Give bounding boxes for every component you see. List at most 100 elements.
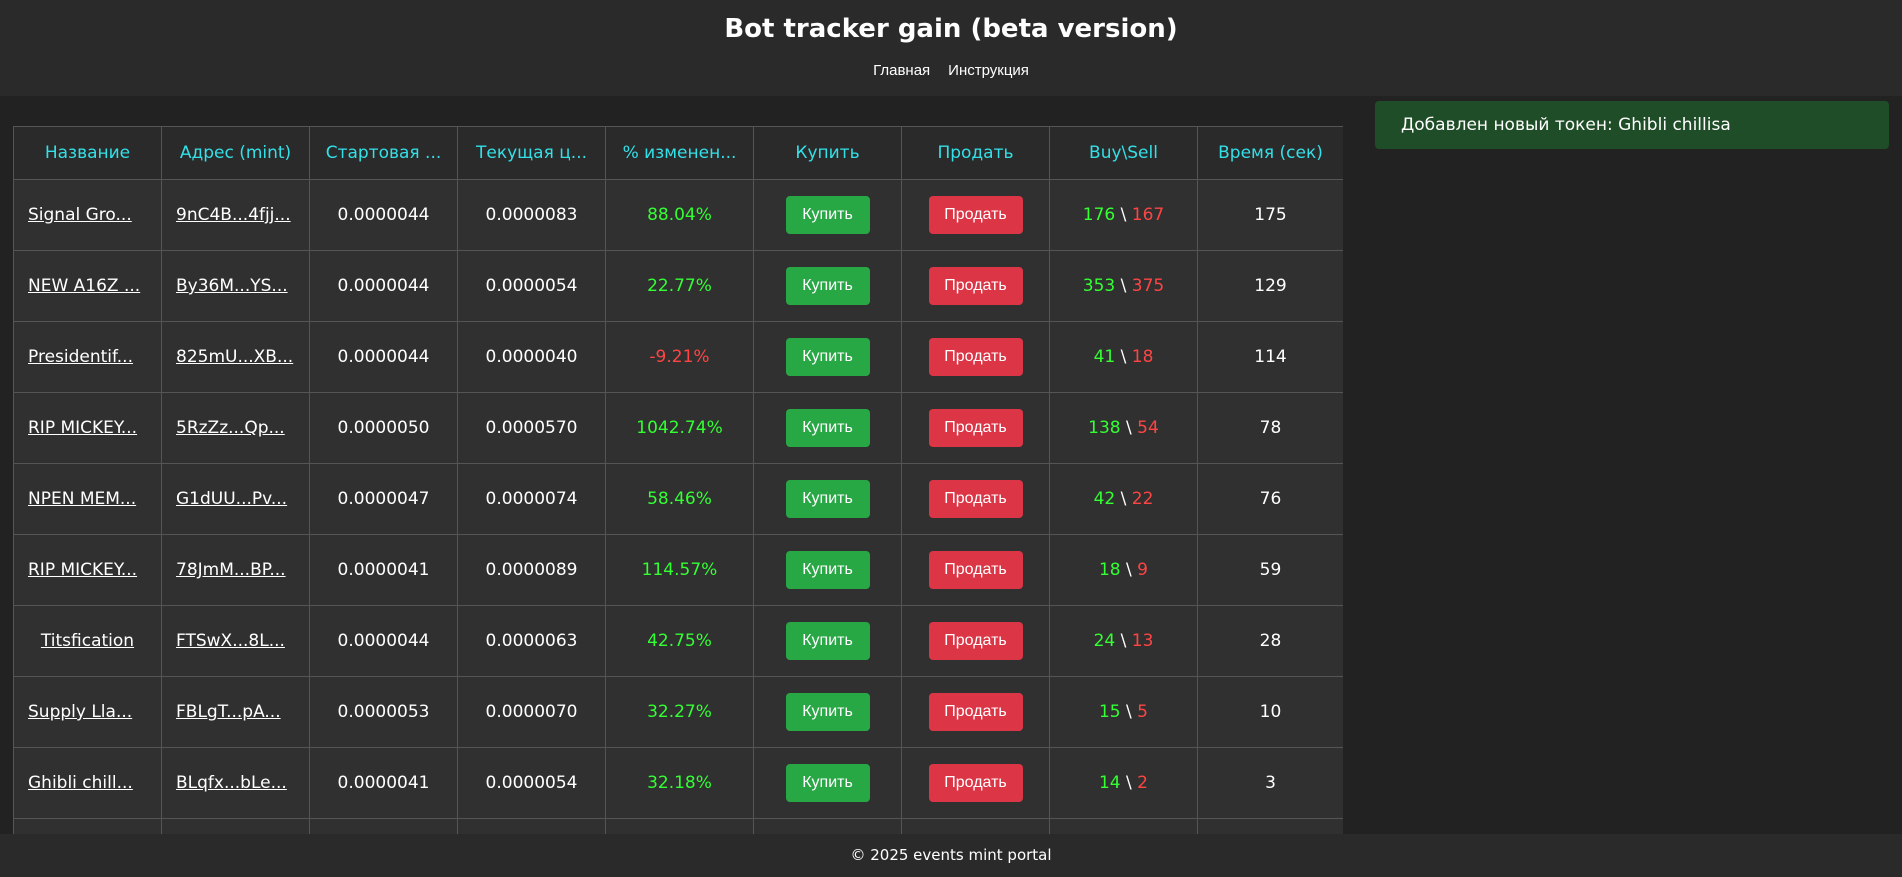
token-address-cell: 5RzZz...Qp... [161,392,310,464]
buy-sell-cell: 18 \ 9 [1049,534,1198,606]
token-name-link[interactable]: Presidentif... [28,347,133,367]
token-address-link[interactable]: By36M...YS... [176,276,288,296]
notification-toast: Добавлен новый токен: Ghibli chillisa [1375,101,1889,149]
sell-button[interactable]: Продать [928,338,1023,376]
start-price-cell: 0.0000044 [309,321,458,393]
buy-sell-cell: 138 \ 54 [1049,392,1198,464]
token-name-link[interactable]: Signal Gro... [28,205,132,225]
sell-count: 9 [1137,560,1148,580]
change-percent-cell: 32.27% [605,676,754,748]
token-name-cell: NEW A16Z ... [13,250,162,322]
buy-count: 18 [1098,560,1121,580]
sell-cell: Продать [901,534,1050,606]
table-row: Ghibli chill... BLqfx...bLe... 0.0000041 0.… [13,747,1343,819]
nav-link-instructions[interactable]: Инструкция [948,62,1029,79]
tokens-table-container[interactable]: Название Адрес (mint) Стартовая ... Теку… [13,126,1343,834]
token-address-cell: 825mU...XB... [161,321,310,393]
token-address-cell: FTSwX...8L... [161,605,310,677]
token-name-link[interactable]: RIP MICKEY... [28,418,138,438]
token-address-cell: G1dUU...Pv... [161,463,310,535]
token-address-link[interactable]: 825mU...XB... [176,347,294,367]
buy-sell-cell: 24 \ 13 [1049,605,1198,677]
token-name-cell: Ghibli chill... [13,747,162,819]
buy-button[interactable]: Купить [785,338,870,376]
buy-count: 24 [1093,631,1116,651]
buy-button[interactable]: Купить [785,267,870,305]
token-name-cell: Supply Lla... [13,676,162,748]
sell-button[interactable]: Продать [928,267,1023,305]
sell-count: 22 [1131,489,1154,509]
buy-button[interactable]: Купить [785,551,870,589]
buy-button[interactable]: Купить [785,693,870,731]
token-address-link[interactable]: FBLgT...pA... [176,702,281,722]
token-address-cell: By36M...YS... [161,250,310,322]
token-name-link[interactable]: NPEN MEM... [28,489,137,509]
token-name-cell: Signal Gro... [13,179,162,251]
token-name-link[interactable]: Ghibli chill... [28,773,133,793]
buy-count: 41 [1093,347,1116,367]
sell-button[interactable]: Продать [928,480,1023,518]
current-price-cell: 0.0000063 [457,605,606,677]
sell-button[interactable]: Продать [928,409,1023,447]
table-row: RIP MICKEY... 5RzZz...Qp... 0.0000050 0.000… [13,392,1343,464]
buy-sell-separator: \ [1120,560,1138,580]
time-cell: 28 [1197,605,1343,677]
token-address-link[interactable]: BLqfx...bLe... [176,773,287,793]
current-price-cell: 0.0000074 [457,463,606,535]
sell-cell: Продать [901,676,1050,748]
token-address-link[interactable]: 9nC4B...4fjj... [176,205,291,225]
token-name-link[interactable]: Titsfication [40,631,135,651]
sell-button[interactable]: Продать [928,622,1023,660]
current-price-cell: 0.0000070 [457,676,606,748]
buy-cell: Купить [753,392,902,464]
start-price-cell: 0.0000041 [309,747,458,819]
start-price-cell: 0.0000050 [309,392,458,464]
column-header-start-price: Стартовая ... [309,126,458,180]
nav-link-home[interactable]: Главная [873,62,931,79]
empty-cell [1197,818,1343,834]
page-footer: © 2025 events mint portal [0,834,1902,877]
buy-button[interactable]: Купить [785,622,870,660]
toast-message: Добавлен новый токен: Ghibli chillisa [1401,115,1731,135]
table-row-partial [13,818,1343,834]
time-cell: 76 [1197,463,1343,535]
buy-cell: Купить [753,321,902,393]
token-address-link[interactable]: 78JmM...BP... [176,560,286,580]
sell-button[interactable]: Продать [928,764,1023,802]
change-percent-cell: 88.04% [605,179,754,251]
buy-button[interactable]: Купить [785,196,870,234]
buy-cell: Купить [753,534,902,606]
buy-count: 176 [1082,205,1116,225]
current-price-cell: 0.0000089 [457,534,606,606]
token-address-link[interactable]: 5RzZz...Qp... [176,418,285,438]
current-price-cell: 0.0000570 [457,392,606,464]
start-price-cell: 0.0000053 [309,676,458,748]
sell-button[interactable]: Продать [928,196,1023,234]
buy-button[interactable]: Купить [785,409,870,447]
sell-count: 18 [1131,347,1154,367]
start-price-cell: 0.0000044 [309,179,458,251]
buy-sell-separator: \ [1120,702,1138,722]
buy-button[interactable]: Купить [785,764,870,802]
token-address-cell: 78JmM...BP... [161,534,310,606]
page-header: Bot tracker gain (beta version) Главная … [0,0,1902,96]
token-name-link[interactable]: RIP MICKEY... [28,560,138,580]
token-address-link[interactable]: G1dUU...Pv... [176,489,288,509]
column-header-change: % изменен... [605,126,754,180]
column-header-address: Адрес (mint) [161,126,310,180]
token-name-link[interactable]: Supply Lla... [28,702,133,722]
token-name-link[interactable]: NEW A16Z ... [28,276,141,296]
sell-cell: Продать [901,250,1050,322]
token-address-link[interactable]: FTSwX...8L... [176,631,285,651]
buy-sell-cell: 41 \ 18 [1049,321,1198,393]
buy-sell-cell: 15 \ 5 [1049,676,1198,748]
token-name-cell: NPEN MEM... [13,463,162,535]
sell-count: 54 [1137,418,1159,438]
buy-sell-separator: \ [1115,347,1132,367]
sell-button[interactable]: Продать [928,551,1023,589]
buy-sell-separator: \ [1120,418,1138,438]
sell-cell: Продать [901,747,1050,819]
start-price-cell: 0.0000047 [309,463,458,535]
buy-button[interactable]: Купить [785,480,870,518]
sell-button[interactable]: Продать [928,693,1023,731]
